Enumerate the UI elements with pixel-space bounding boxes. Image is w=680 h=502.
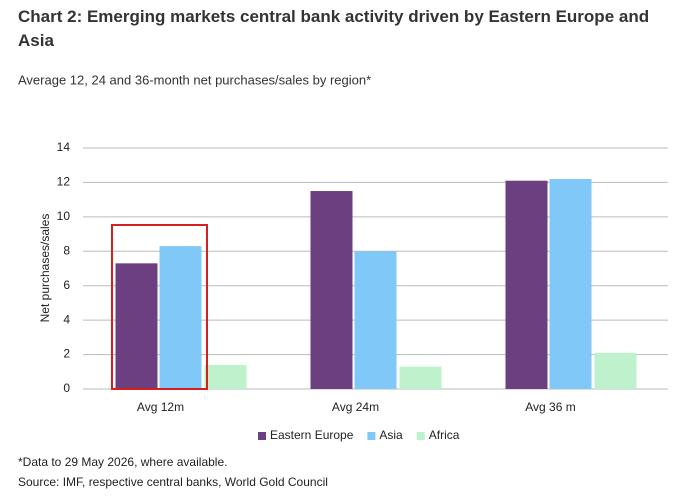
legend-label: Eastern Europe [270,428,354,442]
bar [549,178,592,389]
bar [399,366,442,389]
legend-swatch [367,432,376,440]
bar [354,251,397,389]
bar [204,364,247,389]
bar [505,180,548,389]
x-tick-label: Avg 12m [137,400,184,414]
y-tick-label: 0 [63,381,70,395]
x-tick-label: Avg 36 m [525,400,575,414]
y-tick-label: 10 [57,209,71,223]
y-tick-label: 12 [57,175,71,189]
x-tick-label: Avg 24m [332,400,379,414]
bar [159,246,202,389]
footnote: *Data to 29 May 2026, where available. [18,455,227,469]
y-tick-label: 6 [63,278,70,292]
legend-swatch [258,432,266,440]
y-tick-label: 4 [63,312,70,326]
y-tick-label: 2 [63,347,70,361]
chart-subtitle: Average 12, 24 and 36-month net purchase… [18,72,371,87]
legend-label: Africa [429,428,460,442]
highlight-box [111,224,208,390]
chart-title: Chart 2: Emerging markets central bank a… [18,7,649,50]
bar [594,352,637,389]
bar [310,191,353,389]
y-tick-label: 14 [57,140,71,154]
source-note: Source: IMF, respective central banks, W… [18,475,328,489]
y-tick-label: 8 [63,243,70,257]
legend-swatch [416,432,425,440]
bar [115,263,158,389]
legend-label: Asia [379,428,403,442]
y-axis-label: Net purchases/sales [38,214,52,323]
